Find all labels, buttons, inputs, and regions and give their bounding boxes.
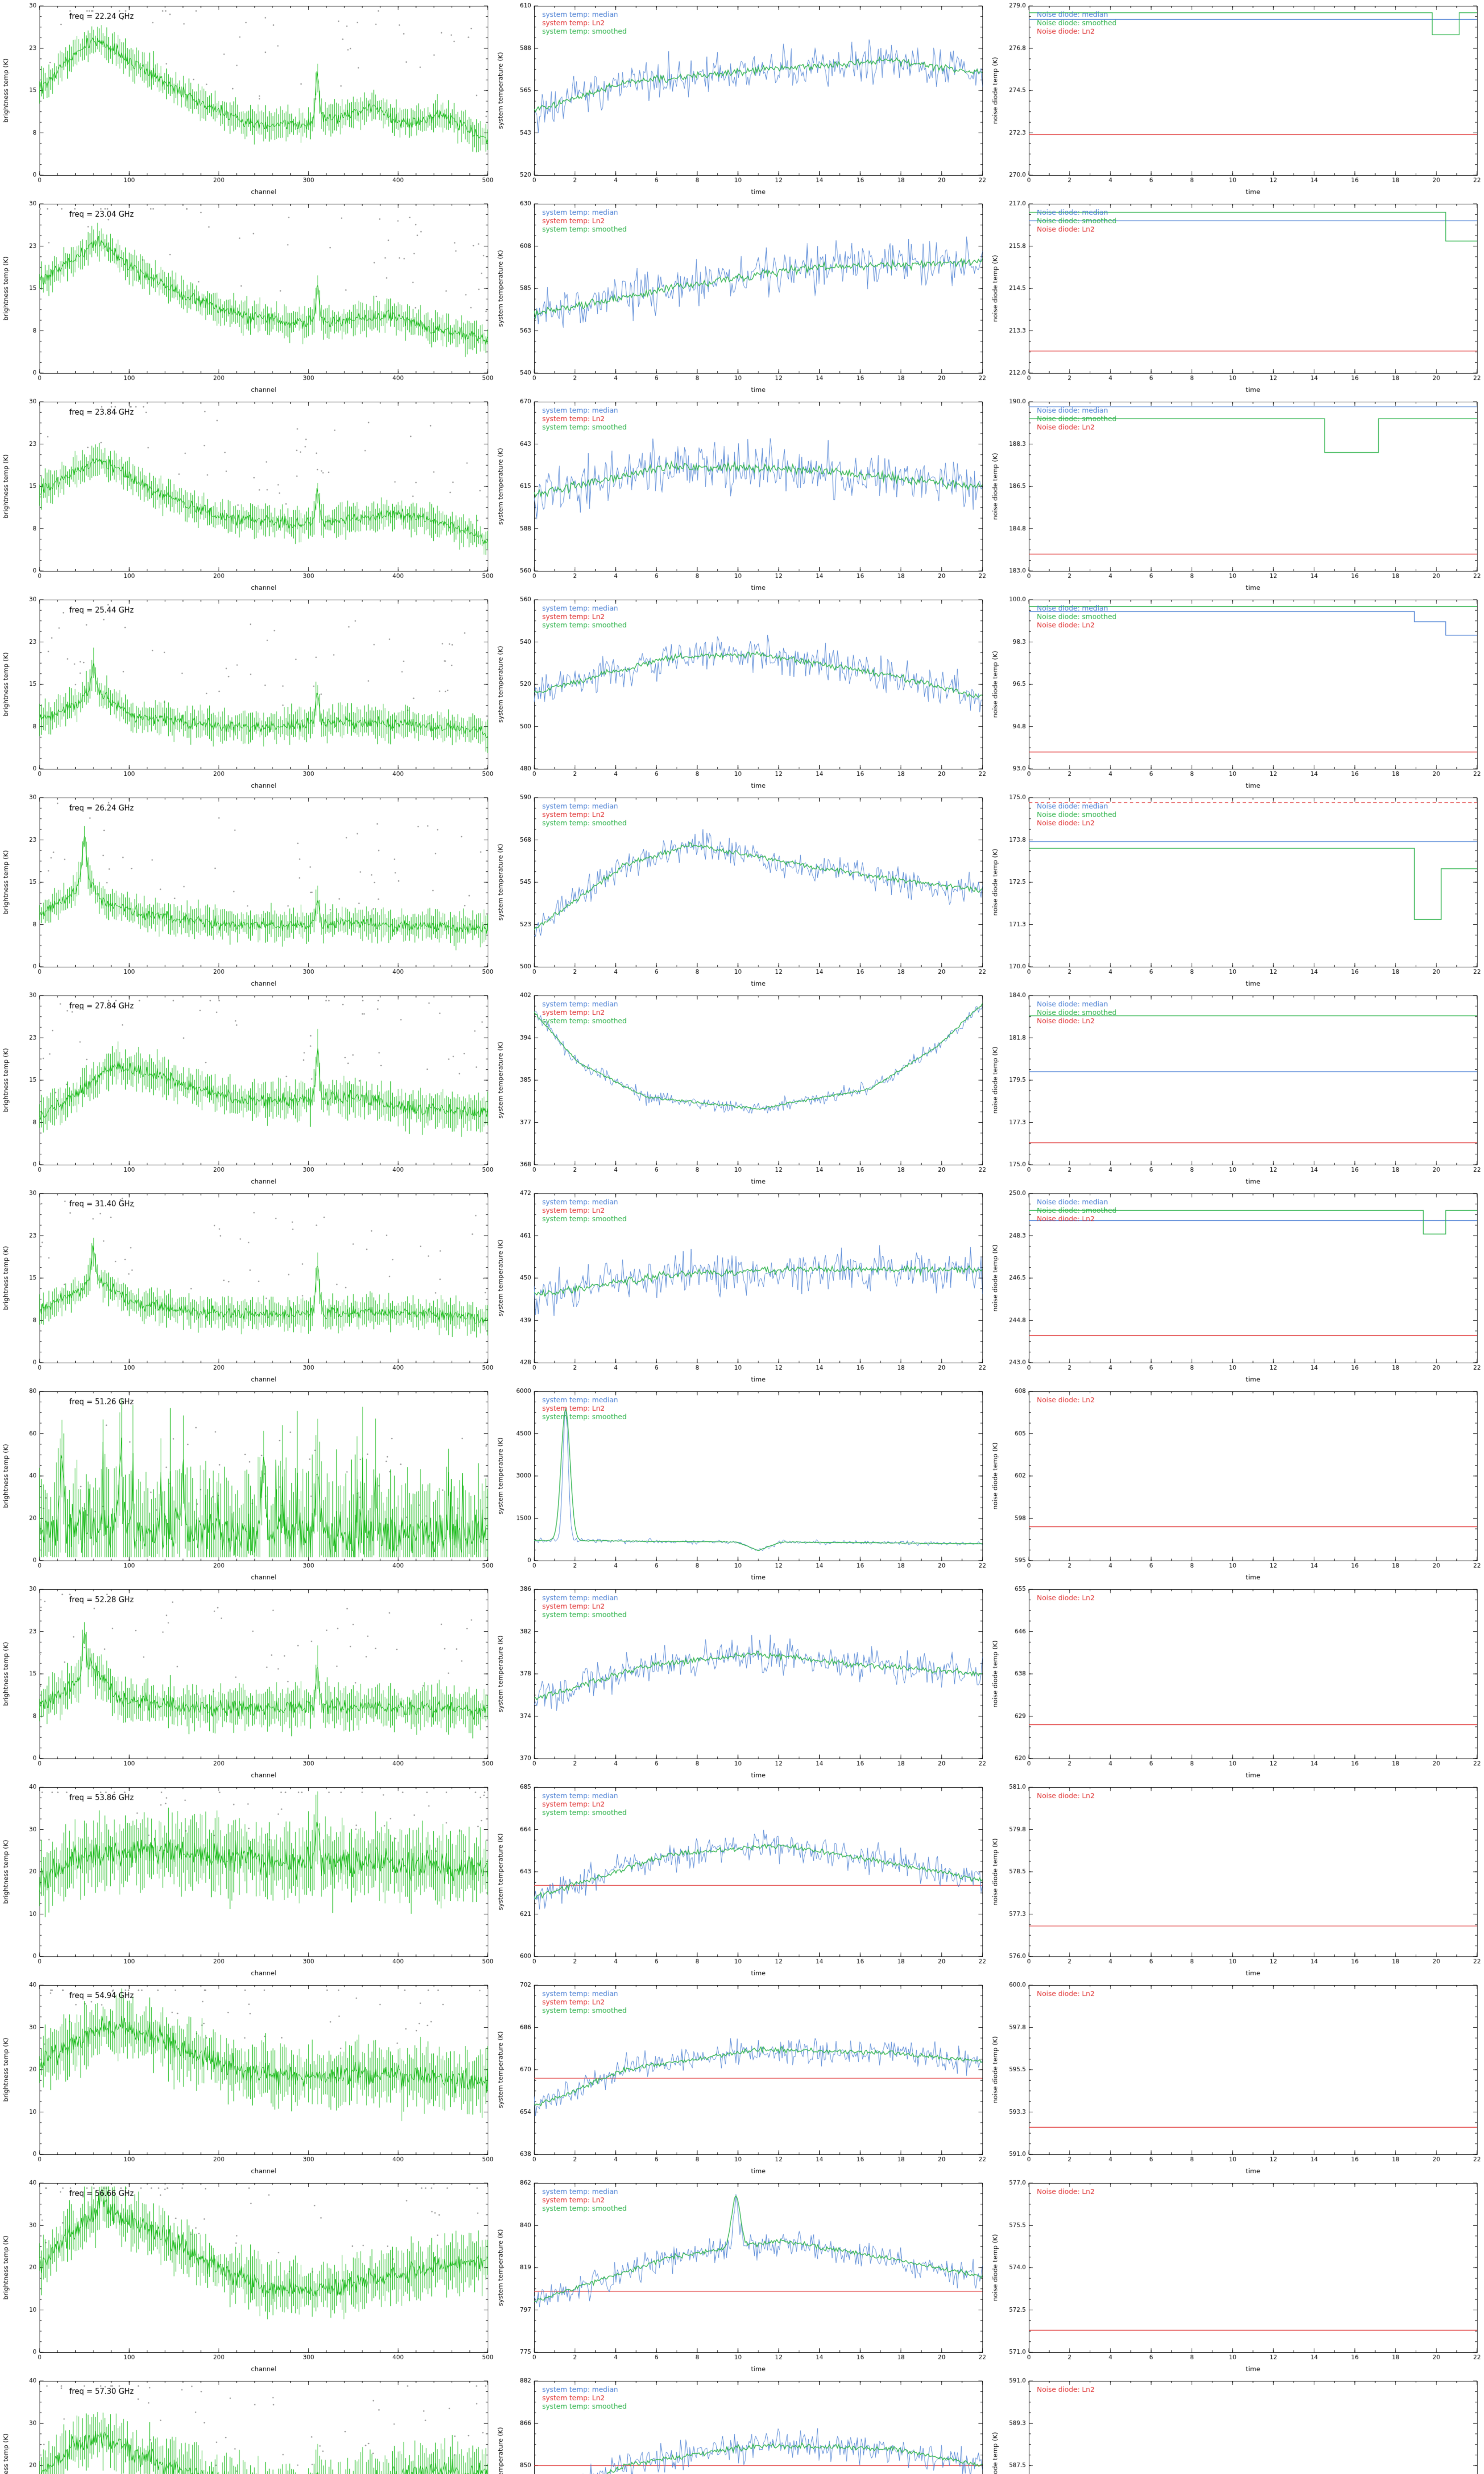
- tsys-panel: [495, 198, 989, 396]
- spectrum-chart: [0, 2375, 495, 2474]
- spectrum-chart: [0, 2177, 495, 2375]
- spectrum-chart: [0, 990, 495, 1188]
- diode-panel: [989, 1781, 1484, 1979]
- tsys-panel: [495, 792, 989, 990]
- spectrum-panel: [0, 2177, 495, 2375]
- tsys-chart: [495, 396, 989, 594]
- tsys-chart: [495, 594, 989, 792]
- diode-chart: [989, 2375, 1484, 2474]
- diode-panel: [989, 2375, 1484, 2474]
- plot-row: [0, 198, 1484, 396]
- tsys-panel: [495, 1583, 989, 1781]
- tsys-panel: [495, 1385, 989, 1583]
- diode-panel: [989, 1583, 1484, 1781]
- tsys-chart: [495, 1979, 989, 2177]
- spectrum-chart: [0, 792, 495, 990]
- spectrum-panel: [0, 1188, 495, 1385]
- tsys-panel: [495, 1188, 989, 1385]
- plot-row: [0, 1781, 1484, 1979]
- plot-row: [0, 0, 1484, 198]
- diode-chart: [989, 0, 1484, 198]
- diode-panel: [989, 1385, 1484, 1583]
- diode-panel: [989, 1188, 1484, 1385]
- diode-panel: [989, 990, 1484, 1188]
- spectrum-panel: [0, 396, 495, 594]
- diode-chart: [989, 396, 1484, 594]
- tsys-panel: [495, 2375, 989, 2474]
- diode-panel: [989, 198, 1484, 396]
- diode-chart: [989, 990, 1484, 1188]
- tsys-chart: [495, 2375, 989, 2474]
- tsys-chart: [495, 1583, 989, 1781]
- tsys-panel: [495, 990, 989, 1188]
- plot-row: [0, 1979, 1484, 2177]
- spectrum-panel: [0, 1385, 495, 1583]
- tsys-chart: [495, 1781, 989, 1979]
- spectrum-panel: [0, 594, 495, 792]
- diode-panel: [989, 396, 1484, 594]
- spectrum-panel: [0, 0, 495, 198]
- tsys-panel: [495, 396, 989, 594]
- plot-row: [0, 2375, 1484, 2474]
- diode-panel: [989, 0, 1484, 198]
- diode-chart: [989, 1385, 1484, 1583]
- tsys-panel: [495, 1979, 989, 2177]
- diode-chart: [989, 792, 1484, 990]
- tsys-chart: [495, 0, 989, 198]
- tsys-panel: [495, 0, 989, 198]
- diode-chart: [989, 1583, 1484, 1781]
- plot-row: [0, 2177, 1484, 2375]
- diode-panel: [989, 792, 1484, 990]
- spectrum-chart: [0, 1188, 495, 1385]
- tsys-panel: [495, 2177, 989, 2375]
- tsys-panel: [495, 594, 989, 792]
- plot-row: [0, 1188, 1484, 1385]
- spectrum-chart: [0, 1979, 495, 2177]
- tsys-chart: [495, 990, 989, 1188]
- diode-chart: [989, 1188, 1484, 1385]
- tsys-panel: [495, 1781, 989, 1979]
- plot-row: [0, 990, 1484, 1188]
- spectrum-chart: [0, 594, 495, 792]
- diode-chart: [989, 594, 1484, 792]
- tsys-chart: [495, 792, 989, 990]
- spectrum-panel: [0, 792, 495, 990]
- plot-row: [0, 594, 1484, 792]
- diode-panel: [989, 1979, 1484, 2177]
- diode-chart: [989, 1781, 1484, 1979]
- tsys-chart: [495, 198, 989, 396]
- tsys-chart: [495, 1385, 989, 1583]
- spectrum-chart: [0, 1781, 495, 1979]
- spectrum-panel: [0, 990, 495, 1188]
- spectrum-chart: [0, 0, 495, 198]
- plot-row: [0, 396, 1484, 594]
- diode-chart: [989, 2177, 1484, 2375]
- spectrum-panel: [0, 2375, 495, 2474]
- plot-row: [0, 792, 1484, 990]
- diode-panel: [989, 594, 1484, 792]
- diode-panel: [989, 2177, 1484, 2375]
- diode-chart: [989, 1979, 1484, 2177]
- spectrum-chart: [0, 1583, 495, 1781]
- spectrum-panel: [0, 1979, 495, 2177]
- spectrum-chart: [0, 1385, 495, 1583]
- tsys-chart: [495, 1188, 989, 1385]
- spectrum-chart: [0, 396, 495, 594]
- spectrum-panel: [0, 1781, 495, 1979]
- spectrum-chart: [0, 198, 495, 396]
- plot-row: [0, 1385, 1484, 1583]
- spectrum-panel: [0, 198, 495, 396]
- spectrum-panel: [0, 1583, 495, 1781]
- tsys-chart: [495, 2177, 989, 2375]
- diode-chart: [989, 198, 1484, 396]
- plot-row: [0, 1583, 1484, 1781]
